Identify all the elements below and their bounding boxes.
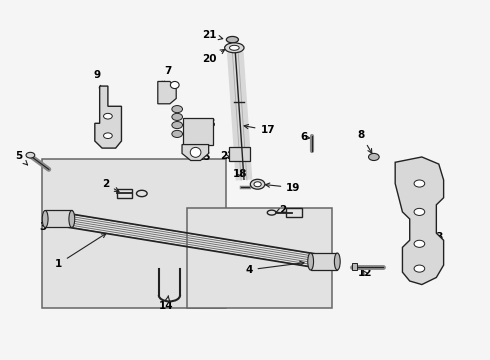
Bar xyxy=(117,189,132,198)
Ellipse shape xyxy=(42,211,48,228)
Ellipse shape xyxy=(172,105,182,113)
Ellipse shape xyxy=(172,122,182,129)
Text: 14: 14 xyxy=(159,296,174,311)
Text: 11: 11 xyxy=(416,197,431,207)
Bar xyxy=(311,253,337,270)
Text: 2: 2 xyxy=(276,204,287,215)
Text: 20: 20 xyxy=(202,50,224,64)
Text: 7: 7 xyxy=(162,66,171,86)
Text: 10: 10 xyxy=(401,260,416,276)
Ellipse shape xyxy=(26,152,35,158)
Polygon shape xyxy=(95,86,122,148)
Text: 12: 12 xyxy=(358,269,372,278)
Ellipse shape xyxy=(414,208,425,215)
Text: 8: 8 xyxy=(358,130,372,153)
Bar xyxy=(229,147,250,161)
Text: 21: 21 xyxy=(202,30,223,40)
Text: 5: 5 xyxy=(15,152,27,165)
Text: 16: 16 xyxy=(201,119,216,129)
FancyBboxPatch shape xyxy=(187,208,332,307)
Ellipse shape xyxy=(254,182,261,187)
Text: 15: 15 xyxy=(194,152,211,162)
Text: 6: 6 xyxy=(300,132,311,142)
Ellipse shape xyxy=(172,113,182,121)
Bar xyxy=(352,263,357,270)
Ellipse shape xyxy=(414,240,425,247)
Bar xyxy=(286,208,302,217)
Ellipse shape xyxy=(190,147,201,157)
Text: 9: 9 xyxy=(94,70,103,91)
Ellipse shape xyxy=(171,81,179,89)
Ellipse shape xyxy=(172,130,182,138)
Ellipse shape xyxy=(103,133,112,139)
Ellipse shape xyxy=(308,253,314,270)
Ellipse shape xyxy=(368,153,379,161)
Text: 19: 19 xyxy=(266,183,301,193)
Text: 3: 3 xyxy=(39,220,52,231)
Ellipse shape xyxy=(226,36,239,43)
Polygon shape xyxy=(395,157,443,284)
Text: 13: 13 xyxy=(427,231,444,242)
Ellipse shape xyxy=(414,265,425,272)
Ellipse shape xyxy=(229,45,239,50)
Text: 4: 4 xyxy=(245,261,304,275)
Polygon shape xyxy=(158,81,176,104)
Ellipse shape xyxy=(69,211,74,228)
Text: 18: 18 xyxy=(233,169,247,179)
Ellipse shape xyxy=(224,43,244,53)
Text: 1: 1 xyxy=(55,234,106,269)
Ellipse shape xyxy=(250,179,265,189)
Text: 2: 2 xyxy=(102,179,119,192)
Ellipse shape xyxy=(414,180,425,187)
FancyBboxPatch shape xyxy=(42,159,225,307)
Ellipse shape xyxy=(103,113,112,119)
Polygon shape xyxy=(182,145,209,161)
Ellipse shape xyxy=(334,253,340,270)
Bar xyxy=(183,118,213,145)
Text: 22: 22 xyxy=(220,152,234,161)
Bar xyxy=(45,211,72,228)
Text: 17: 17 xyxy=(244,125,275,135)
